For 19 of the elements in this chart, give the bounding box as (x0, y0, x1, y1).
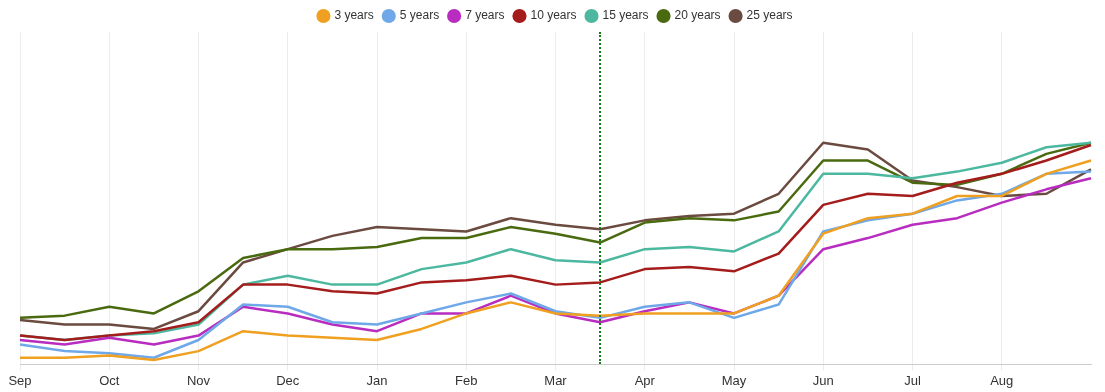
legend-label: 15 years (602, 8, 649, 23)
x-tick-label: Jun (812, 372, 834, 388)
x-tick-label: Nov (186, 372, 211, 388)
legend-label: 5 years (399, 8, 440, 23)
legend-label: 7 years (465, 8, 505, 23)
legend-label: 10 years (530, 8, 577, 23)
x-tick-label: Apr (634, 372, 656, 388)
x-tick-label: Dec (276, 372, 300, 388)
x-tick-label: Sep (8, 372, 32, 388)
x-tick-label: Mar (544, 372, 568, 388)
legend-label: 25 years (746, 8, 793, 23)
x-tick-label: Jul (904, 372, 921, 388)
legend-label: 3 years (334, 8, 374, 23)
legend-label: 20 years (674, 8, 721, 23)
x-tick-label: Oct (99, 372, 120, 388)
x-tick-label: Feb (455, 372, 478, 388)
x-tick-label: Jan (366, 372, 388, 388)
x-tick-label: Aug (990, 372, 1014, 388)
x-tick-label: May (721, 372, 747, 388)
